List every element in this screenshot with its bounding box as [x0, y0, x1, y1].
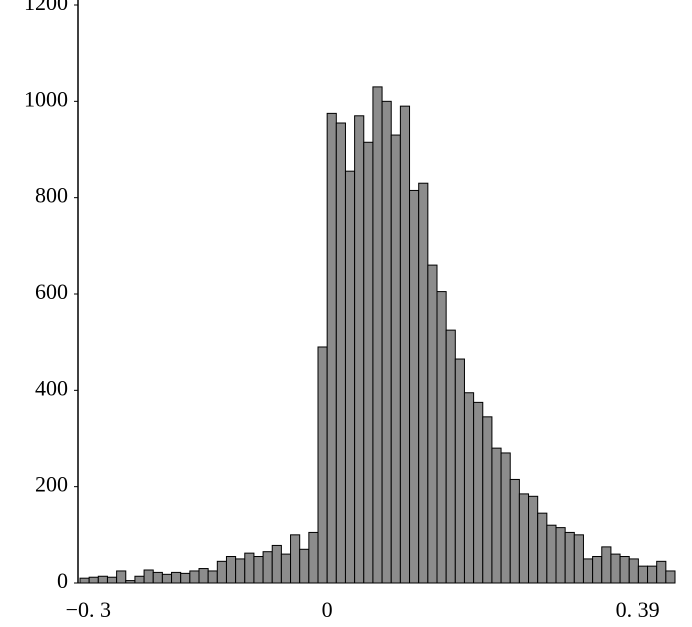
bar: [445, 329, 456, 584]
bar: [262, 551, 273, 584]
bar: [436, 291, 447, 584]
bar: [116, 570, 127, 584]
bar: [244, 552, 255, 584]
bar: [180, 572, 191, 584]
bar: [363, 141, 374, 584]
bar: [665, 570, 676, 584]
bar: [134, 575, 145, 584]
bar: [225, 556, 237, 584]
bar: [344, 170, 356, 584]
bar: [198, 568, 209, 584]
bar: [555, 527, 566, 584]
bar: [473, 401, 484, 584]
bar: [610, 553, 621, 584]
x-tick-label: 0. 39: [616, 597, 660, 622]
bar: [427, 264, 438, 584]
bar: [573, 534, 584, 584]
bar: [509, 478, 520, 584]
bar: [354, 115, 365, 584]
bar: [482, 416, 493, 584]
y-tick-label: 800: [35, 183, 68, 208]
bar: [253, 556, 264, 584]
bar: [518, 493, 530, 584]
bar: [409, 189, 420, 584]
y-tick-label: 0: [57, 568, 68, 593]
bar: [619, 556, 630, 584]
bar: [335, 122, 346, 584]
x-tick-label: 0: [322, 597, 333, 622]
bar: [97, 575, 108, 584]
y-tick-label: 600: [35, 279, 68, 304]
bar: [582, 558, 594, 584]
bar: [299, 548, 310, 584]
bar: [290, 534, 301, 584]
bar: [143, 569, 154, 584]
bar: [308, 531, 319, 584]
y-tick-label: 1200: [24, 0, 68, 15]
bar: [647, 565, 658, 584]
bar: [592, 556, 603, 584]
bar: [628, 558, 639, 584]
bar: [500, 452, 511, 584]
bar: [152, 571, 163, 584]
bar: [601, 546, 612, 584]
bar: [381, 100, 392, 584]
bar: [161, 573, 173, 584]
bar: [216, 560, 227, 584]
bar: [171, 571, 182, 584]
bar: [564, 531, 575, 584]
bar: [88, 576, 99, 584]
bar: [317, 346, 328, 584]
bar: [390, 134, 401, 584]
bar: [372, 86, 383, 584]
bar: [537, 512, 548, 584]
bar: [454, 358, 465, 584]
x-tick-label: −0. 3: [66, 597, 111, 622]
bar: [106, 576, 118, 584]
bar: [79, 577, 90, 584]
bar: [656, 560, 667, 584]
bar: [637, 565, 649, 584]
bar: [491, 447, 502, 584]
bar: [326, 112, 337, 584]
y-tick-label: 1000: [24, 86, 68, 111]
bar: [207, 570, 218, 584]
bar: [528, 495, 539, 584]
y-tick-label: 200: [35, 472, 68, 497]
y-tick-label: 400: [35, 375, 68, 400]
bar: [463, 392, 475, 584]
bar: [418, 182, 429, 584]
bar: [235, 558, 246, 584]
bar: [546, 524, 557, 584]
bar: [399, 105, 411, 584]
bar: [280, 553, 292, 584]
bar: [271, 544, 282, 584]
bar: [189, 570, 200, 584]
